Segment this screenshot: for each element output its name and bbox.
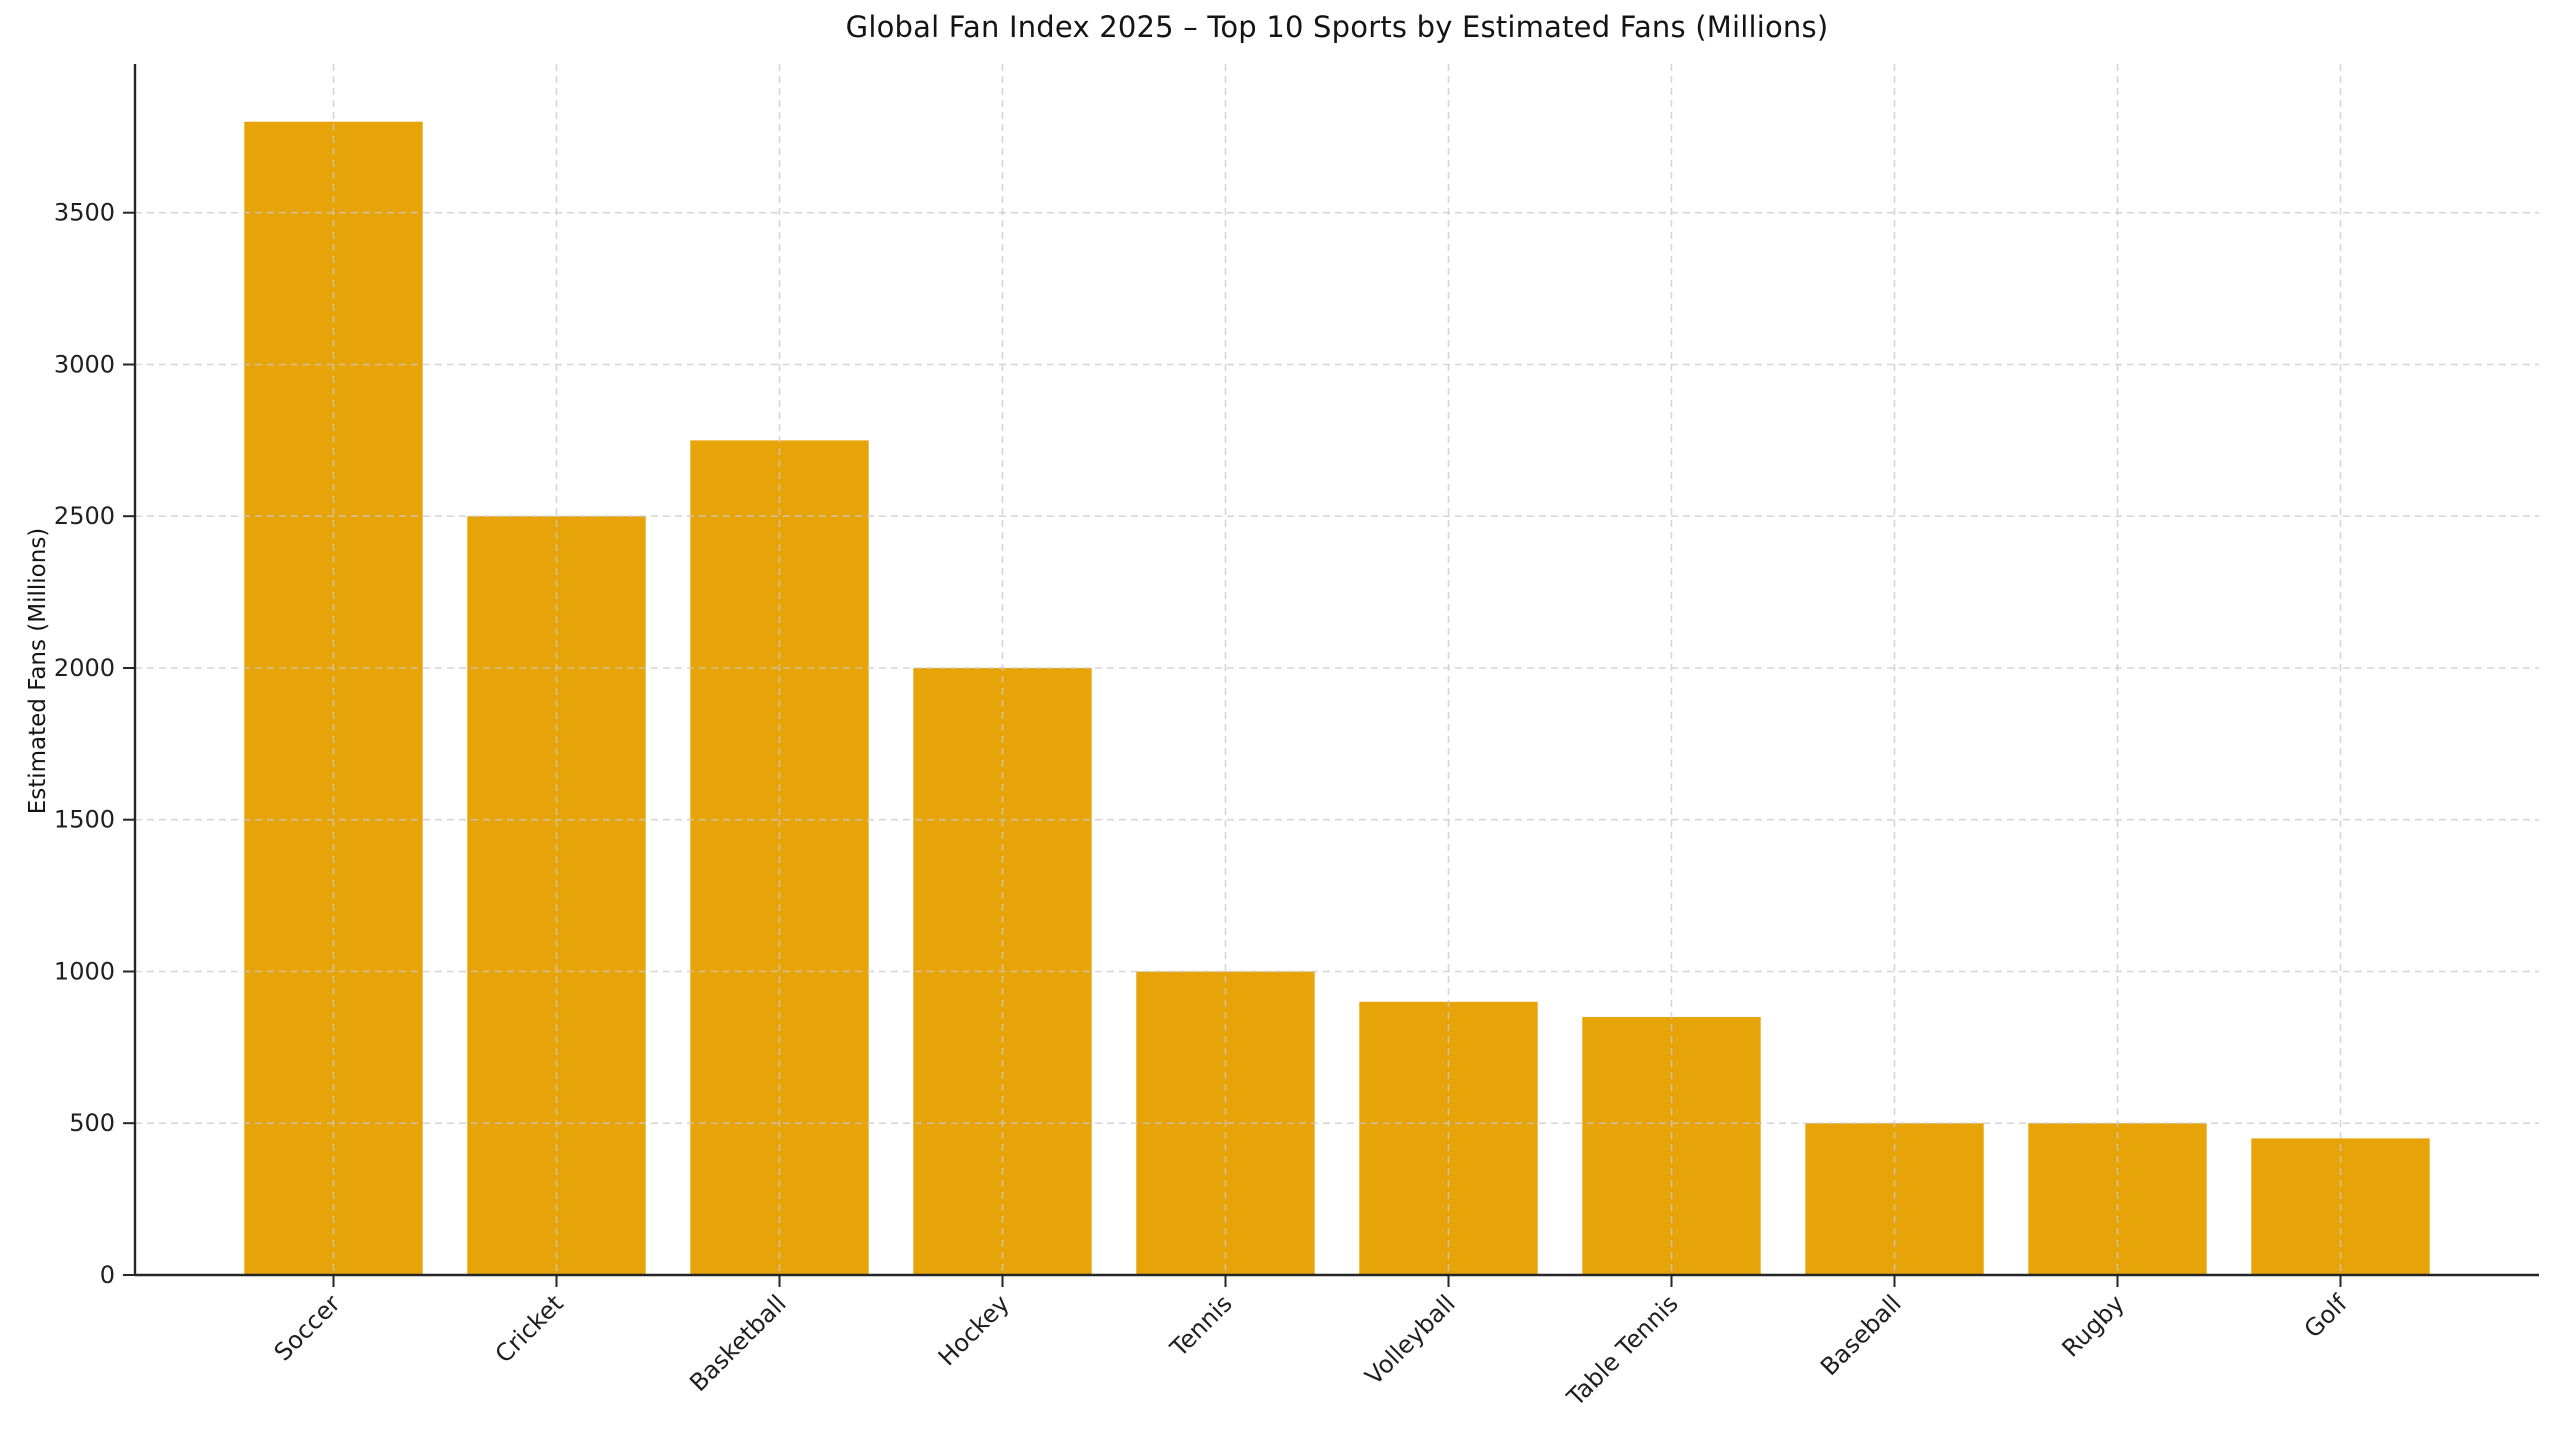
x-tick-label-volleyball: Volleyball bbox=[1360, 1289, 1461, 1390]
y-tick-label-0: 0 bbox=[100, 1261, 115, 1289]
y-axis-label: Estimated Fans (Millions) bbox=[25, 527, 51, 815]
x-tick-label-baseball: Baseball bbox=[1815, 1289, 1907, 1381]
y-tick-label-3000: 3000 bbox=[54, 351, 115, 379]
y-tick-label-3500: 3500 bbox=[54, 199, 115, 227]
y-tick-label-1500: 1500 bbox=[54, 806, 115, 834]
x-tick-label-tennis: Tennis bbox=[1164, 1289, 1238, 1363]
y-tick-label-2500: 2500 bbox=[54, 502, 115, 530]
x-tick-label-hockey: Hockey bbox=[933, 1289, 1015, 1371]
y-tick-label-2000: 2000 bbox=[54, 654, 115, 682]
y-tick-label-1000: 1000 bbox=[54, 958, 115, 986]
x-tick-label-basketball: Basketball bbox=[684, 1289, 792, 1397]
axes-layer bbox=[123, 64, 2539, 1287]
x-tick-label-rugby: Rugby bbox=[2057, 1289, 2130, 1362]
x-tick-label-golf: Golf bbox=[2299, 1289, 2353, 1343]
chart-title: Global Fan Index 2025 – Top 10 Sports by… bbox=[845, 10, 1829, 44]
x-tick-label-table-tennis: Table Tennis bbox=[1561, 1289, 1684, 1412]
y-tick-label-500: 500 bbox=[69, 1109, 115, 1137]
bars-layer bbox=[244, 121, 2430, 1276]
grid-layer bbox=[135, 64, 2539, 1275]
x-tick-label-soccer: Soccer bbox=[269, 1289, 346, 1366]
x-tick-label-cricket: Cricket bbox=[490, 1289, 569, 1368]
bar-soccer bbox=[244, 121, 423, 1276]
